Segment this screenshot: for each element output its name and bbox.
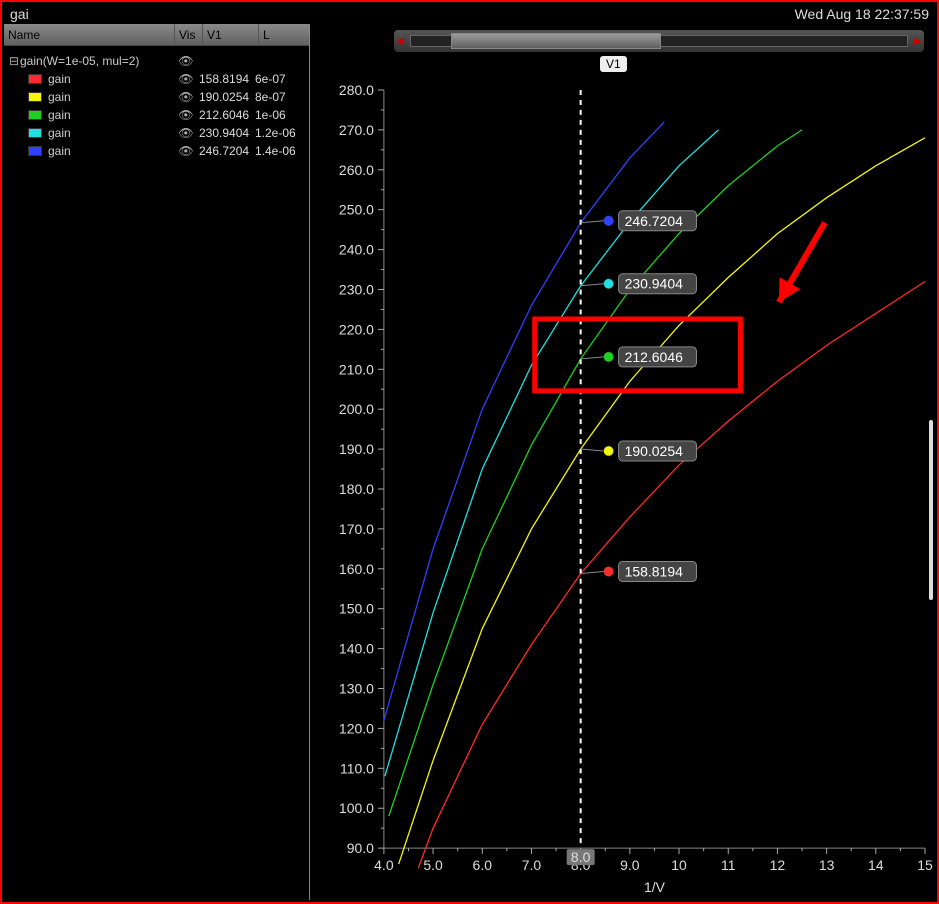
visibility-eye-icon[interactable]: 👁 <box>173 72 199 86</box>
col-header-vis[interactable]: Vis <box>175 24 203 45</box>
svg-text:220.0: 220.0 <box>339 321 374 337</box>
svg-text:230.0: 230.0 <box>339 281 374 297</box>
svg-text:11: 11 <box>721 857 736 873</box>
legend-v1-value: 158.8194 <box>199 72 255 86</box>
legend-v1-value: 190.0254 <box>199 90 255 104</box>
svg-text:8.0: 8.0 <box>571 849 591 865</box>
plot-svg[interactable]: 90.0 100.0 110.0 120.0 130.0 140.0 150.0 160.0 1… <box>314 80 933 898</box>
color-swatch <box>28 128 42 138</box>
svg-text:260.0: 260.0 <box>339 162 374 178</box>
svg-text:212.6046: 212.6046 <box>625 349 684 365</box>
legend-root-label: gain(W=1e-05, mul=2) <box>20 54 173 68</box>
slider-left-arrow-icon[interactable]: ◀ <box>394 36 406 47</box>
legend-item-label: gain <box>48 126 173 140</box>
app-root: gai Wed Aug 18 22:37:59 ◀ ▶ V1 Name Vis … <box>0 0 939 904</box>
range-slider[interactable]: ◀ ▶ <box>394 30 924 52</box>
marker-dot[interactable] <box>604 352 614 362</box>
color-swatch <box>28 92 42 102</box>
slider-track[interactable] <box>410 35 908 47</box>
svg-text:1/V: 1/V <box>644 879 666 895</box>
visibility-eye-icon[interactable]: 👁 <box>173 90 199 104</box>
svg-text:158.8194: 158.8194 <box>625 564 684 580</box>
svg-text:14: 14 <box>868 857 884 873</box>
slider-right-arrow-icon[interactable]: ▶ <box>912 36 924 47</box>
visibility-eye-icon[interactable]: 👁 <box>173 126 199 140</box>
svg-text:270.0: 270.0 <box>339 122 374 138</box>
legend-item-row[interactable]: gain👁190.02548e-07 <box>8 88 305 106</box>
legend-v1-value: 230.9404 <box>199 126 255 140</box>
svg-text:200.0: 200.0 <box>339 401 374 417</box>
col-header-v1[interactable]: V1 <box>203 24 259 45</box>
legend-item-label: gain <box>48 90 173 104</box>
svg-text:280.0: 280.0 <box>339 82 374 98</box>
marker-tag-v1[interactable]: V1 <box>600 56 627 72</box>
color-swatch <box>28 110 42 120</box>
marker-dot[interactable] <box>604 446 614 456</box>
plot-area[interactable]: 90.0 100.0 110.0 120.0 130.0 140.0 150.0 160.0 1… <box>314 80 933 898</box>
svg-text:170.0: 170.0 <box>339 521 374 537</box>
svg-text:190.0254: 190.0254 <box>625 443 684 459</box>
svg-text:100.0: 100.0 <box>339 800 374 816</box>
visibility-eye-icon[interactable]: 👁 <box>173 54 199 68</box>
legend-l-value: 1e-06 <box>255 108 305 122</box>
svg-text:10: 10 <box>671 857 687 873</box>
col-header-name[interactable]: Name <box>4 24 175 45</box>
svg-text:5.0: 5.0 <box>423 857 443 873</box>
svg-text:160.0: 160.0 <box>339 561 374 577</box>
window-title: gai <box>10 6 29 22</box>
svg-text:240.0: 240.0 <box>339 242 374 258</box>
legend-item-label: gain <box>48 72 173 86</box>
svg-text:12: 12 <box>770 857 786 873</box>
marker-dot[interactable] <box>604 279 614 289</box>
svg-text:246.7204: 246.7204 <box>625 213 684 229</box>
svg-text:120.0: 120.0 <box>339 720 374 736</box>
legend-item-label: gain <box>48 108 173 122</box>
svg-text:7.0: 7.0 <box>522 857 542 873</box>
legend-tree: ⊟ gain(W=1e-05, mul=2) 👁 gain👁158.81946e… <box>4 46 309 160</box>
title-bar: gai Wed Aug 18 22:37:59 <box>4 4 935 24</box>
svg-text:230.9404: 230.9404 <box>625 276 684 292</box>
svg-text:180.0: 180.0 <box>339 481 374 497</box>
legend-item-row[interactable]: gain👁246.72041.4e-06 <box>8 142 305 160</box>
svg-text:6.0: 6.0 <box>473 857 493 873</box>
col-header-l[interactable]: L <box>259 24 309 45</box>
marker-dot[interactable] <box>604 216 614 226</box>
color-swatch <box>28 74 42 84</box>
tree-collapse-icon[interactable]: ⊟ <box>8 54 20 68</box>
svg-text:15: 15 <box>917 857 933 873</box>
svg-text:110.0: 110.0 <box>340 760 374 776</box>
slider-preview <box>411 40 907 42</box>
marker-dot[interactable] <box>604 567 614 577</box>
svg-text:9.0: 9.0 <box>620 857 640 873</box>
legend-v1-value: 212.6046 <box>199 108 255 122</box>
svg-text:13: 13 <box>819 857 835 873</box>
legend-panel: Name Vis V1 L ⊟ gain(W=1e-05, mul=2) 👁 g… <box>4 24 310 900</box>
svg-text:90.0: 90.0 <box>347 840 374 856</box>
legend-l-value: 1.2e-06 <box>255 126 305 140</box>
svg-text:150.0: 150.0 <box>339 601 374 617</box>
svg-text:250.0: 250.0 <box>339 202 374 218</box>
legend-l-value: 8e-07 <box>255 90 305 104</box>
visibility-eye-icon[interactable]: 👁 <box>173 108 199 122</box>
legend-v1-value: 246.7204 <box>199 144 255 158</box>
color-swatch <box>28 146 42 156</box>
legend-header: Name Vis V1 L <box>4 24 309 46</box>
legend-root-row[interactable]: ⊟ gain(W=1e-05, mul=2) 👁 <box>8 52 305 70</box>
legend-l-value: 6e-07 <box>255 72 305 86</box>
legend-item-label: gain <box>48 144 173 158</box>
svg-text:130.0: 130.0 <box>339 681 374 697</box>
legend-l-value: 1.4e-06 <box>255 144 305 158</box>
legend-item-row[interactable]: gain👁158.81946e-07 <box>8 70 305 88</box>
legend-item-row[interactable]: gain👁230.94041.2e-06 <box>8 124 305 142</box>
visibility-eye-icon[interactable]: 👁 <box>173 144 199 158</box>
timestamp: Wed Aug 18 22:37:59 <box>795 6 929 22</box>
svg-text:4.0: 4.0 <box>374 857 394 873</box>
curve-gain_8e-07[interactable] <box>399 138 925 864</box>
scroll-indicator[interactable] <box>929 420 933 600</box>
svg-text:140.0: 140.0 <box>339 641 374 657</box>
legend-item-row[interactable]: gain👁212.60461e-06 <box>8 106 305 124</box>
svg-text:190.0: 190.0 <box>339 441 374 457</box>
svg-text:210.0: 210.0 <box>339 361 374 377</box>
